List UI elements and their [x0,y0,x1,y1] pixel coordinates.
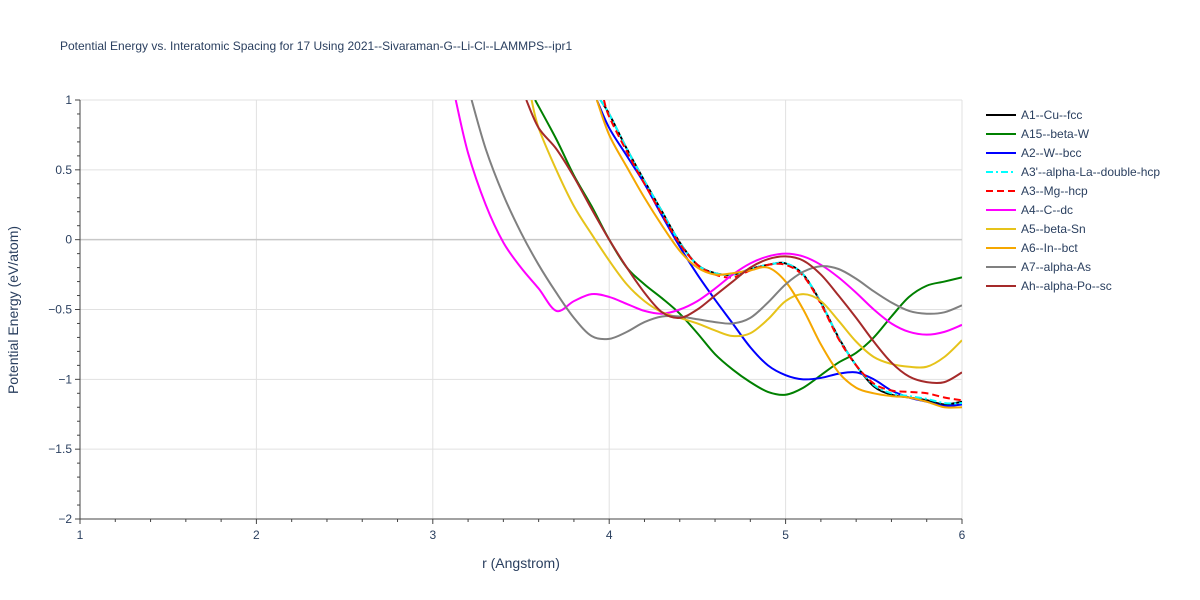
x-tick-label: 4 [606,528,613,542]
series-line-a1-cu-fcc [599,100,962,406]
series-line-a5-beta-sn [530,100,962,369]
y-tick-label: −1.5 [48,442,72,456]
legend-label: A15--beta-W [1021,127,1090,141]
series-line-a2-w-bcc [595,100,962,407]
x-axis-title: r (Angstrom) [482,555,560,571]
legend-label: A6--In--bct [1021,241,1078,255]
chart-title: Potential Energy vs. Interatomic Spacing… [60,39,573,53]
x-tick-label: 5 [782,528,789,542]
legend-label: A3'--alpha-La--double-hcp [1021,165,1160,179]
legend-item-a2-w-bcc[interactable]: A2--W--bcc [986,146,1081,160]
series-line-ah-alpha-po-sc [525,100,962,385]
legend-item-a1-cu-fcc[interactable]: A1--Cu--fcc [986,108,1082,122]
legend-item-a3-alpha-la-double-hcp[interactable]: A3'--alpha-La--double-hcp [986,165,1160,179]
y-tick-label: 0.5 [55,163,72,177]
legend-label: A5--beta-Sn [1021,222,1086,236]
x-tick-label: 3 [429,528,436,542]
legend-label: Ah--alpha-Po--sc [1021,279,1112,293]
legend-label: A1--Cu--fcc [1021,108,1082,122]
x-tick-label: 1 [77,528,84,542]
legend: A1--Cu--fcc A15--beta-W A2--W--bcc A3'--alp… [986,108,1160,293]
y-tick-label: 0 [65,233,72,247]
series-line-a6-in-bct [595,100,962,409]
x-tick-label: 6 [959,528,966,542]
legend-label: A7--alpha-As [1021,260,1091,274]
plot-area [454,100,962,409]
series-line-a3-alpha-la-double-hcp [599,100,962,405]
y-tick-label: −2 [58,512,72,526]
y-tick-label: 1 [65,93,72,107]
legend-item-a4-c-dc[interactable]: A4--C--dc [986,203,1073,217]
legend-item-a7-alpha-as[interactable]: A7--alpha-As [986,260,1091,274]
legend-label: A4--C--dc [1021,203,1073,217]
legend-item-a6-in-bct[interactable]: A6--In--bct [986,241,1078,255]
legend-item-ah-alpha-po-sc[interactable]: Ah--alpha-Po--sc [986,279,1112,293]
legend-label: A3--Mg--hcp [1021,184,1088,198]
y-tick-label: −0.5 [48,303,72,317]
series-line-a3-mg-hcp [602,100,962,402]
y-axis-title: Potential Energy (eV/atom) [5,226,21,394]
axes: 1 2 3 4 5 6 −2 −1.5 −1 −0.5 0 0.5 1 [48,93,965,542]
series-line-a4-c-dc [454,100,962,336]
legend-item-a3-mg-hcp[interactable]: A3--Mg--hcp [986,184,1088,198]
legend-item-a15-beta-w[interactable]: A15--beta-W [986,127,1090,141]
legend-item-a5-beta-sn[interactable]: A5--beta-Sn [986,222,1086,236]
x-tick-label: 2 [253,528,260,542]
series-line-a7-alpha-as [470,100,962,341]
legend-label: A2--W--bcc [1021,146,1081,160]
y-tick-label: −1 [58,372,72,386]
